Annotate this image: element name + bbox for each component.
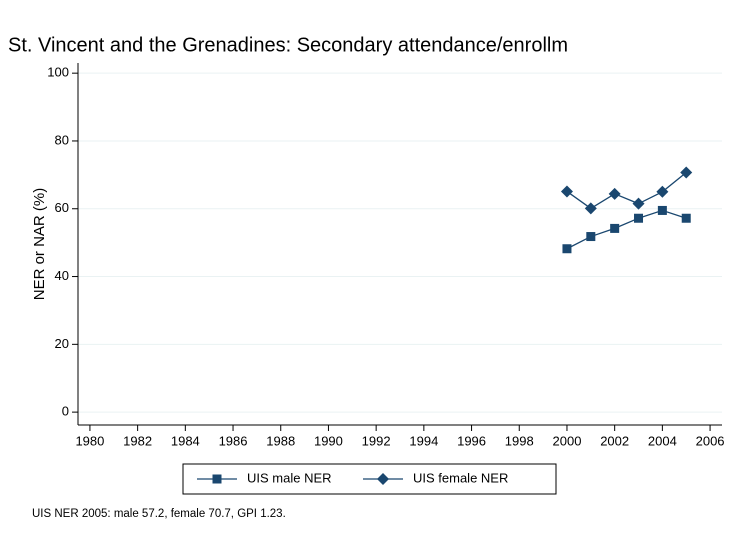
x-tick-label: 2000 xyxy=(553,433,582,448)
data-point xyxy=(632,197,645,210)
x-tick-label: 1992 xyxy=(362,433,391,448)
x-tick-label: 1980 xyxy=(75,433,104,448)
legend-label: UIS male NER xyxy=(247,470,332,485)
data-point xyxy=(562,244,572,254)
legend-key-marker xyxy=(212,474,222,484)
data-point xyxy=(657,205,667,215)
x-tick-label: 1986 xyxy=(219,433,248,448)
data-point xyxy=(656,185,669,198)
y-tick-label: 60 xyxy=(55,200,69,215)
data-point xyxy=(560,185,573,198)
x-tick-label: 2006 xyxy=(696,433,725,448)
x-tick-label: 1982 xyxy=(123,433,152,448)
x-tick-label: 2004 xyxy=(648,433,677,448)
data-point xyxy=(680,166,693,179)
x-tick-label: 1984 xyxy=(171,433,200,448)
legend-key-marker xyxy=(377,473,389,485)
y-axis-label: NER or NAR (%) xyxy=(31,188,48,301)
legend-label: UIS female NER xyxy=(413,470,508,485)
data-point xyxy=(634,213,644,223)
data-point xyxy=(586,232,596,242)
x-tick-label: 1990 xyxy=(314,433,343,448)
data-point xyxy=(610,223,620,233)
x-tick-label: 2002 xyxy=(600,433,629,448)
x-tick-label: 1994 xyxy=(409,433,438,448)
x-tick-label: 1998 xyxy=(505,433,534,448)
y-tick-label: 40 xyxy=(55,268,69,283)
x-tick-label: 1996 xyxy=(457,433,486,448)
data-point xyxy=(584,202,597,215)
y-tick-label: 20 xyxy=(55,336,69,351)
data-point xyxy=(681,213,691,223)
series-line xyxy=(566,171,687,210)
data-point xyxy=(608,187,621,200)
y-tick-label: 0 xyxy=(62,404,69,419)
note: UIS NER 2005: male 57.2, female 70.7, GP… xyxy=(32,508,286,520)
chart-title: St. Vincent and the Grenadines: Secondar… xyxy=(8,34,568,56)
x-tick-label: 1988 xyxy=(266,433,295,448)
y-tick-label: 100 xyxy=(47,65,69,80)
y-tick-label: 80 xyxy=(55,132,69,147)
